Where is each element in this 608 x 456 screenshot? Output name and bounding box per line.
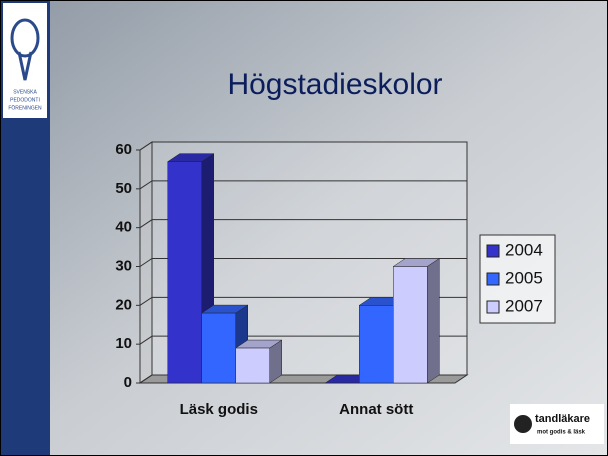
x-tick-label: Läsk godis — [180, 401, 258, 418]
bar — [393, 259, 439, 384]
bar-front — [236, 348, 270, 383]
legend-label: 2005 — [505, 268, 543, 287]
y-tick-label: 60 — [115, 141, 132, 158]
logo-text: FÖRENINGEN — [8, 104, 42, 111]
legend-label: 2004 — [505, 240, 543, 259]
y-tick-label: 0 — [124, 374, 132, 391]
bar-front — [168, 162, 202, 383]
y-tick-label: 20 — [115, 296, 132, 313]
bar-side — [427, 259, 439, 384]
campaign-icon — [514, 415, 532, 433]
bar-front — [393, 267, 427, 384]
chart-title: Högstadieskolor — [227, 68, 442, 101]
y-tick-label: 30 — [115, 257, 132, 274]
y-tick-label: 40 — [115, 219, 132, 236]
legend-swatch — [487, 273, 499, 285]
y-tick-label: 50 — [115, 180, 132, 197]
legend-label: 2007 — [505, 296, 543, 315]
campaign-text: tandläkare — [535, 413, 590, 425]
bar — [236, 340, 282, 383]
bar-front — [202, 313, 236, 383]
legend-swatch — [487, 245, 499, 257]
slide: SVENSKA PEDODONTI FÖRENINGEN Högstadiesk… — [0, 0, 608, 456]
y-tick-label: 10 — [115, 335, 132, 352]
campaign-text: mot godis & läsk — [537, 430, 586, 436]
bar-front — [359, 305, 393, 383]
x-tick-label: Annat sött — [339, 401, 413, 418]
legend-swatch — [487, 301, 499, 313]
logo-text: PEDODONTI — [10, 97, 40, 103]
logo-text: SVENSKA — [13, 89, 37, 95]
